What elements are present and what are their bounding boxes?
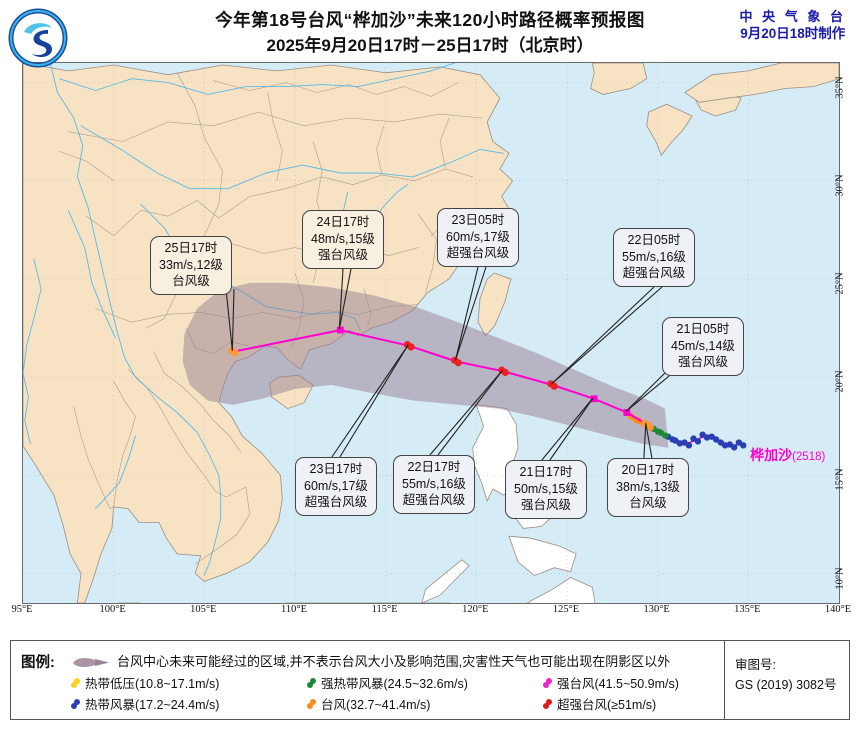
legend-category-item: 强热带风暴(24.5~32.6m/s) bbox=[307, 673, 468, 692]
audit-title: 审图号: bbox=[735, 658, 776, 672]
legend-storm-symbol-icon bbox=[543, 699, 552, 710]
callout-wind: 60m/s,17级 bbox=[304, 478, 368, 493]
longitude-axis: 95°E 100°E 105°E 110°E 115°E 120°E 125°E 130°E 1… bbox=[11, 602, 851, 624]
legend-category-item: 超强台风(≥51m/s) bbox=[543, 694, 656, 713]
latitude-tick: 30°N bbox=[834, 174, 846, 197]
cma-logo-icon bbox=[8, 8, 68, 68]
audit-number: GS (2019) 3082号 bbox=[735, 678, 837, 692]
agency-watermark: 中 央 气 象 台 9月20日18时制作 bbox=[740, 8, 846, 42]
forecast-callout[interactable]: 21日17时 50m/s,15级 强台风级 bbox=[505, 460, 587, 519]
longitude-tick: 140°E bbox=[824, 604, 852, 615]
callout-wind: 48m/s,15级 bbox=[311, 231, 375, 246]
forecast-callout[interactable]: 23日17时 60m/s,17级 超强台风级 bbox=[295, 457, 377, 516]
forecast-callout[interactable]: 25日17时 33m/s,12级 台风级 bbox=[150, 236, 232, 295]
forecast-callout[interactable]: 24日17时 48m/s,15级 强台风级 bbox=[302, 210, 384, 269]
longitude-tick: 100°E bbox=[99, 604, 126, 615]
legend-category-item: 热带风暴(17.2~24.4m/s) bbox=[71, 694, 219, 713]
forecast-callout[interactable]: 22日05时 55m/s,16级 超强台风级 bbox=[613, 228, 695, 287]
forecast-callout[interactable]: 21日05时 45m/s,14级 强台风级 bbox=[662, 317, 744, 376]
typhoon-name-text: 桦加沙 bbox=[750, 446, 793, 463]
callout-wind: 45m/s,14级 bbox=[671, 338, 735, 353]
longitude-tick: 130°E bbox=[643, 604, 670, 615]
callout-time: 25日17时 bbox=[164, 241, 218, 255]
callout-time: 23日17时 bbox=[309, 462, 363, 476]
legend-category-item: 台风(32.7~41.4m/s) bbox=[307, 694, 430, 713]
typhoon-name-label: 桦加沙(2518) bbox=[750, 445, 825, 465]
callout-category: 超强台风级 bbox=[446, 246, 510, 260]
callout-category: 强台风级 bbox=[677, 355, 728, 369]
longitude-tick: 105°E bbox=[190, 604, 217, 615]
watermark-agency: 中 央 气 象 台 bbox=[739, 9, 846, 24]
callout-time: 21日17时 bbox=[519, 465, 573, 479]
callout-category: 强台风级 bbox=[520, 498, 571, 512]
latitude-axis: 10°N 15°N 20°N 25°N 30°N 35°N bbox=[834, 62, 860, 602]
forecast-callout[interactable]: 22日17时 55m/s,16级 超强台风级 bbox=[393, 455, 475, 514]
legend-category-label: 台风(32.7~41.4m/s) bbox=[321, 698, 431, 712]
legend-title: 图例: bbox=[21, 655, 55, 671]
legend-category-item: 热带低压(10.8~17.1m/s) bbox=[71, 673, 219, 692]
longitude-tick: 95°E bbox=[11, 604, 33, 615]
longitude-tick: 110°E bbox=[281, 604, 307, 615]
page-title: 今年第18号台风“桦加沙”未来120小时路径概率预报图 2025年9月20日17… bbox=[0, 8, 860, 58]
legend-storm-symbol-icon bbox=[543, 678, 552, 689]
callout-wind: 55m/s,16级 bbox=[402, 476, 466, 491]
latitude-tick: 15°N bbox=[834, 468, 846, 492]
legend-audit-section: 审图号: GS (2019) 3082号 bbox=[724, 641, 850, 719]
callout-wind: 60m/s,17级 bbox=[446, 229, 510, 244]
callout-time: 22日05时 bbox=[627, 233, 681, 247]
callout-wind: 50m/s,15级 bbox=[514, 481, 578, 496]
callout-wind: 55m/s,16级 bbox=[622, 249, 686, 264]
callout-category: 超强台风级 bbox=[304, 495, 368, 509]
typhoon-number-text: (2518) bbox=[792, 450, 826, 463]
forecast-callout[interactable]: 23日05时 60m/s,17级 超强台风级 bbox=[437, 208, 519, 267]
longitude-tick: 115°E bbox=[371, 604, 398, 615]
callout-time: 22日17时 bbox=[407, 460, 461, 474]
legend-category-label: 超强台风(≥51m/s) bbox=[557, 698, 657, 712]
latitude-tick: 10°N bbox=[834, 566, 846, 590]
callout-time: 21日05时 bbox=[676, 322, 730, 336]
title-line-2: 2025年9月20日17时－25日17时（北京时） bbox=[266, 36, 594, 55]
legend-storm-symbol-icon bbox=[71, 678, 80, 689]
legend-category-label: 热带风暴(17.2~24.4m/s) bbox=[85, 698, 220, 712]
legend-cone-row: 台风中心未来可能经过的区域,并不表示台风大小及影响范围,灾害性天气也可能出现在阴… bbox=[71, 651, 670, 670]
legend-category-label: 强台风(41.5~50.9m/s) bbox=[557, 677, 679, 691]
legend-storm-symbol-icon bbox=[307, 699, 316, 710]
latitude-tick: 25°N bbox=[834, 272, 846, 295]
legend-category-item: 强台风(41.5~50.9m/s) bbox=[543, 673, 679, 692]
forecast-callout[interactable]: 20日17时 38m/s,13级 台风级 bbox=[607, 458, 689, 517]
watermark-timestamp: 9月20日18时制作 bbox=[740, 26, 846, 41]
legend-main-section: 图例: 台风中心未来可能经过的区域,并不表示台风大小及影响范围,灾害性天气也可能… bbox=[11, 641, 723, 719]
callout-time: 23日05时 bbox=[451, 213, 505, 227]
legend-category-label: 热带低压(10.8~17.1m/s) bbox=[85, 677, 220, 691]
callout-category: 强台风级 bbox=[317, 248, 368, 262]
legend-panel: 图例: 台风中心未来可能经过的区域,并不表示台风大小及影响范围,灾害性天气也可能… bbox=[10, 640, 850, 720]
longitude-tick: 135°E bbox=[734, 604, 761, 615]
callout-time: 20日17时 bbox=[621, 463, 675, 477]
cone-swatch-icon bbox=[73, 658, 109, 668]
title-line-1: 今年第18号台风“桦加沙”未来120小时路径概率预报图 bbox=[215, 10, 645, 30]
callout-wind: 33m/s,12级 bbox=[159, 257, 223, 272]
callout-category: 超强台风级 bbox=[402, 493, 466, 507]
latitude-tick: 35°N bbox=[834, 75, 846, 99]
legend-storm-symbol-icon bbox=[71, 699, 80, 710]
callout-wind: 38m/s,13级 bbox=[616, 479, 680, 494]
latitude-tick: 20°N bbox=[834, 370, 846, 393]
callout-category: 台风级 bbox=[172, 274, 210, 288]
legend-category-label: 强热带风暴(24.5~32.6m/s) bbox=[321, 677, 468, 691]
callout-category: 台风级 bbox=[629, 496, 667, 510]
legend-storm-symbol-icon bbox=[307, 678, 316, 689]
legend-cone-text: 台风中心未来可能经过的区域,并不表示台风大小及影响范围,灾害性天气也可能出现在阴… bbox=[117, 654, 671, 669]
longitude-tick: 125°E bbox=[552, 604, 580, 615]
longitude-tick: 120°E bbox=[462, 604, 489, 615]
callout-time: 24日17时 bbox=[316, 215, 370, 229]
callout-category: 超强台风级 bbox=[622, 266, 686, 280]
